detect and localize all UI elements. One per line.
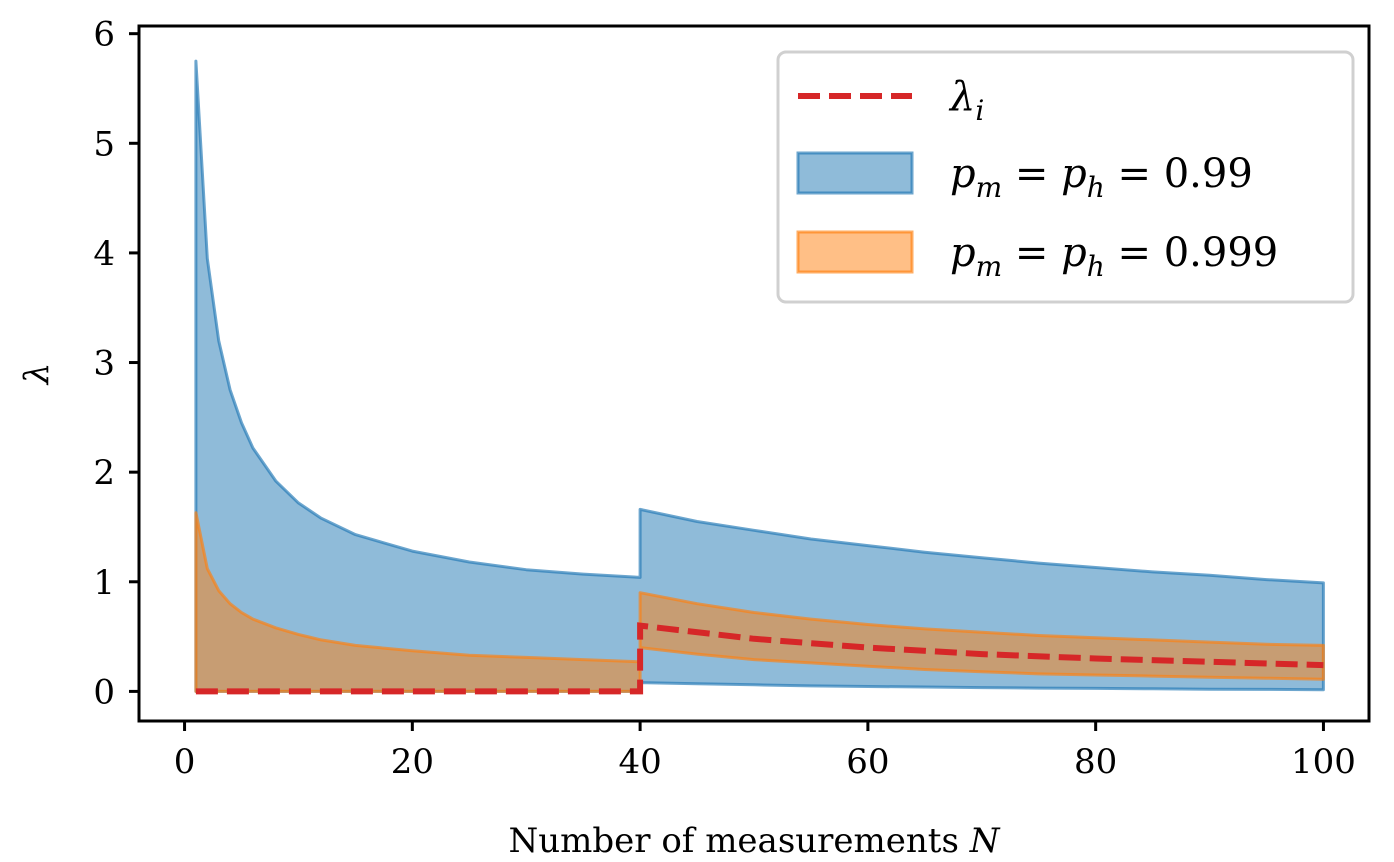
legend-band-label-0-99: pm = ph = 0.99 <box>950 151 1253 204</box>
legend-subscript: m <box>976 171 1003 204</box>
x-axis-label: Number of measurements N <box>509 821 1001 861</box>
legend-band-label-0-999: pm = ph = 0.999 <box>950 230 1278 283</box>
legend-symbol: p <box>1061 230 1087 276</box>
legend-equals: = <box>1105 151 1164 197</box>
lines-layer <box>195 622 1324 695</box>
x-tick-label: 60 <box>846 742 889 782</box>
y-tick-label: 4 <box>93 234 115 274</box>
y-axis: 0 1 2 3 4 5 6 <box>93 15 139 712</box>
legend-symbol: p <box>950 230 976 276</box>
legend-subscript: h <box>1087 171 1105 204</box>
legend-equals: = <box>1105 230 1164 276</box>
legend-symbol: p <box>950 151 976 197</box>
legend-value: 0.99 <box>1164 151 1253 197</box>
legend-symbol: p <box>1061 151 1087 197</box>
x-axis-label-text: Number of measurements <box>509 821 970 861</box>
x-tick-label: 40 <box>618 742 661 782</box>
y-axis-label: λ <box>17 363 57 387</box>
y-tick-label: 3 <box>93 344 115 384</box>
legend-equals: = <box>1002 230 1061 276</box>
y-tick-label: 2 <box>93 453 115 493</box>
legend-lambda-subscript: i <box>975 94 984 127</box>
x-tick-label: 100 <box>1291 742 1356 782</box>
x-tick-label: 20 <box>391 742 434 782</box>
lambda-i-line <box>195 622 1324 695</box>
y-tick-label: 1 <box>93 563 115 603</box>
legend-subscript: m <box>976 250 1003 283</box>
legend-equals: = <box>1002 151 1061 197</box>
legend-subscript: h <box>1087 250 1105 283</box>
x-tick-label: 0 <box>174 742 196 782</box>
x-axis: 0 20 40 60 80 100 <box>174 721 1356 782</box>
legend-lambda-base: λ <box>948 74 975 120</box>
y-tick-label: 6 <box>93 15 115 55</box>
y-tick-label: 5 <box>93 124 115 164</box>
legend-box <box>776 50 1355 304</box>
x-axis-label-variable: N <box>969 821 1001 861</box>
legend-value: 0.999 <box>1164 230 1279 276</box>
y-tick-label: 0 <box>93 672 115 712</box>
legend-band-swatch-0-999 <box>796 230 914 274</box>
legend-lambda-label: λi <box>948 74 984 127</box>
plot-frame <box>137 24 1371 723</box>
x-tick-label: 80 <box>1074 742 1117 782</box>
legend-band-swatch-0-99 <box>796 151 914 195</box>
